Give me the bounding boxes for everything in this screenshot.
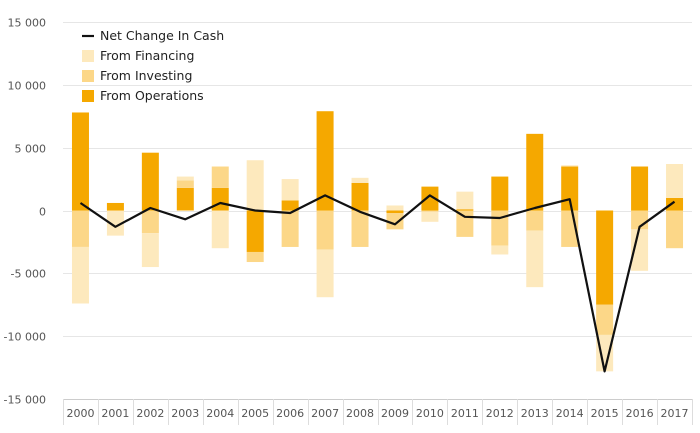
y-tick-label: 0 <box>39 206 46 219</box>
x-tick-label: 2005 <box>241 407 269 420</box>
bar-from-investing-2007 <box>316 210 334 250</box>
bar-from-operations-2012 <box>491 176 509 211</box>
bar-from-investing-2017 <box>666 210 684 249</box>
bar-from-investing-2015 <box>596 304 614 335</box>
x-tick-label: 2014 <box>556 407 584 420</box>
net-change-line-layer <box>79 194 676 373</box>
bar-from-operations-2005 <box>246 210 264 252</box>
y-tick-label: 10 000 <box>8 80 47 93</box>
bar-from-investing-2006 <box>281 210 299 247</box>
legend-label: From Financing <box>100 48 194 63</box>
bar-from-operations-2000 <box>71 112 89 211</box>
bar-from-financing-2012 <box>491 245 509 255</box>
x-tick-label: 2000 <box>66 407 94 420</box>
bar-from-investing-2008 <box>351 210 369 247</box>
bar-from-investing-2009 <box>386 213 404 230</box>
bar-from-financing-2007 <box>316 249 334 298</box>
legend-item: Net Change In Cash <box>82 28 224 43</box>
legend-swatch <box>82 50 94 62</box>
bar-from-operations-2016 <box>631 166 649 211</box>
legend-item: From Financing <box>82 48 194 63</box>
bar-from-operations-2007 <box>316 111 334 211</box>
bar-from-financing-2014 <box>561 165 579 167</box>
bar-from-operations-2004 <box>211 187 229 211</box>
x-tick-label: 2010 <box>416 407 444 420</box>
bar-from-financing-2009 <box>386 205 404 211</box>
bar-from-financing-2016 <box>631 229 649 271</box>
bar-from-financing-2017 <box>666 164 684 198</box>
bar-from-investing-2005 <box>246 251 264 263</box>
bar-from-financing-2011 <box>456 191 474 210</box>
bar-from-investing-2004 <box>211 166 229 188</box>
x-tick-label: 2004 <box>206 407 234 420</box>
x-tick-label: 2013 <box>521 407 549 420</box>
y-tick-label: 5 000 <box>15 143 47 156</box>
x-tick-label: 2006 <box>276 407 304 420</box>
bar-from-investing-2003 <box>176 180 194 188</box>
x-tick-label: 2015 <box>591 407 619 420</box>
bar-from-financing-2003 <box>176 176 194 181</box>
bar-from-investing-2012 <box>491 210 509 246</box>
legend-item: From Operations <box>82 88 204 103</box>
bar-from-investing-2010 <box>421 210 439 212</box>
legend-item: From Investing <box>82 68 192 83</box>
bar-from-financing-2002 <box>141 233 159 268</box>
y-tick-label: 15 000 <box>8 17 47 30</box>
bar-from-operations-2003 <box>176 187 194 211</box>
bar-from-financing-2001 <box>106 210 124 236</box>
x-tick-label: 2012 <box>486 407 514 420</box>
bar-from-financing-2013 <box>526 230 544 288</box>
x-tick-label: 2008 <box>346 407 374 420</box>
bar-from-financing-2010 <box>421 211 439 222</box>
legend-label: From Investing <box>100 68 192 83</box>
bar-from-investing-2002 <box>141 210 159 234</box>
axes: 15 000 10 000 5 000 0 -5 000 -10 000 -15 000 20… <box>4 17 693 425</box>
legend-swatch <box>82 70 94 82</box>
x-tick-label: 2011 <box>451 407 479 420</box>
bar-from-financing-2005 <box>246 160 264 211</box>
bar-from-financing-2000 <box>71 246 89 304</box>
bar-from-financing-2015 <box>596 334 614 372</box>
bar-from-investing-2013 <box>526 210 544 231</box>
bar-from-operations-2002 <box>141 152 159 211</box>
bar-from-financing-2004 <box>211 210 229 249</box>
bar-from-operations-2008 <box>351 182 369 211</box>
bar-from-operations-2001 <box>106 202 124 211</box>
bar-from-operations-2010 <box>421 186 439 211</box>
bar-from-operations-2015 <box>596 210 614 305</box>
x-tick-label: 2017 <box>661 407 689 420</box>
bar-from-investing-2000 <box>71 210 89 247</box>
bar-from-operations-2006 <box>281 200 299 211</box>
y-tick-label: -15 000 <box>4 394 46 407</box>
x-tick-label: 2002 <box>136 407 164 420</box>
legend-label: From Operations <box>100 88 204 103</box>
x-tick-label: 2003 <box>171 407 199 420</box>
x-tick-label: 2007 <box>311 407 339 420</box>
legend-swatch <box>82 90 94 102</box>
bar-from-financing-2008 <box>351 177 369 183</box>
x-tick-label: 2009 <box>381 407 409 420</box>
bar-from-operations-2013 <box>526 133 544 211</box>
bar-from-operations-2011 <box>456 209 474 211</box>
bar-from-financing-2006 <box>281 179 299 201</box>
net-change-line <box>79 194 676 373</box>
legend-label: Net Change In Cash <box>100 28 224 43</box>
x-tick-label: 2016 <box>626 407 654 420</box>
y-tick-label: -10 000 <box>4 331 46 344</box>
bar-from-operations-2017 <box>666 197 684 211</box>
bar-from-operations-2009 <box>386 210 404 214</box>
y-tick-label: -5 000 <box>11 268 46 281</box>
x-tick-label: 2001 <box>101 407 129 420</box>
bars <box>71 111 684 372</box>
legend: Net Change In Cash From Financing From Inv… <box>82 28 224 103</box>
bar-from-investing-2011 <box>456 210 474 237</box>
